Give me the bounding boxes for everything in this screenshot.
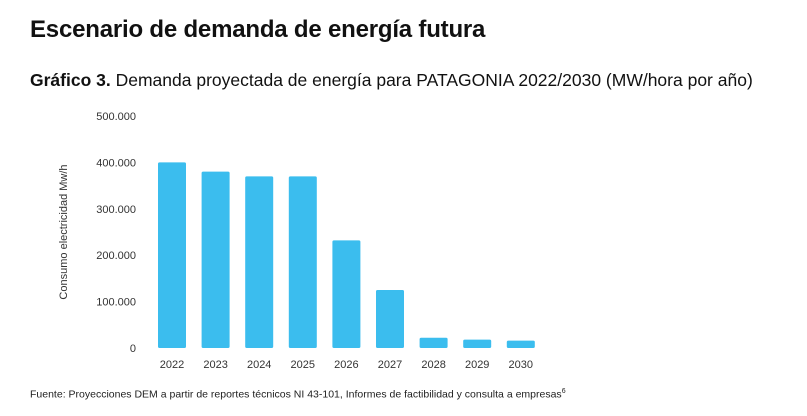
x-tick-label: 2023 [203, 359, 227, 371]
y-axis-label: Consumo electricidad Mw/h [58, 164, 70, 299]
y-tick-label: 300.000 [96, 204, 136, 216]
x-tick-label: 2022 [160, 359, 184, 371]
chart-title: Demanda proyectada de energía para PATAG… [115, 70, 753, 90]
bar-2026 [332, 240, 361, 348]
bar-2028 [419, 337, 448, 348]
bar-2030 [506, 340, 535, 348]
y-tick-label: 100.000 [96, 297, 136, 309]
x-tick-label: 2027 [378, 359, 402, 371]
bar-2023 [201, 171, 230, 348]
bar-2022 [158, 162, 186, 348]
bar-2027 [376, 290, 404, 348]
x-tick-label: 2029 [465, 359, 489, 371]
y-tick-label: 200.000 [96, 250, 136, 262]
source-text: Fuente: Proyecciones DEM a partir de rep… [30, 388, 562, 401]
y-tick-label: 500.000 [96, 111, 136, 123]
x-tick-label: 2024 [247, 359, 271, 371]
x-tick-label: 2028 [421, 359, 445, 371]
footnote-reference: 6 [561, 388, 566, 395]
bar-chart: 0 100.000 200.000 300.000 400.000 500.000 Cons… [58, 111, 535, 371]
x-tick-label: 2030 [509, 359, 533, 371]
source-footnote: Fuente: Proyecciones DEM a partir de rep… [30, 388, 566, 401]
y-tick-label: 400.000 [96, 157, 136, 169]
y-tick-label: 0 [130, 343, 136, 355]
section-title: Escenario de demanda de energía futura [30, 16, 486, 43]
chart-number-label: Gráfico 3. [30, 70, 111, 90]
x-tick-label: 2026 [334, 359, 358, 371]
x-tick-label: 2025 [291, 359, 315, 371]
bar-2024 [245, 176, 274, 348]
chart-heading: Gráfico 3. Demanda proyectada de energía… [30, 70, 753, 91]
bar-2025 [288, 176, 317, 348]
bar-2029 [463, 339, 492, 348]
